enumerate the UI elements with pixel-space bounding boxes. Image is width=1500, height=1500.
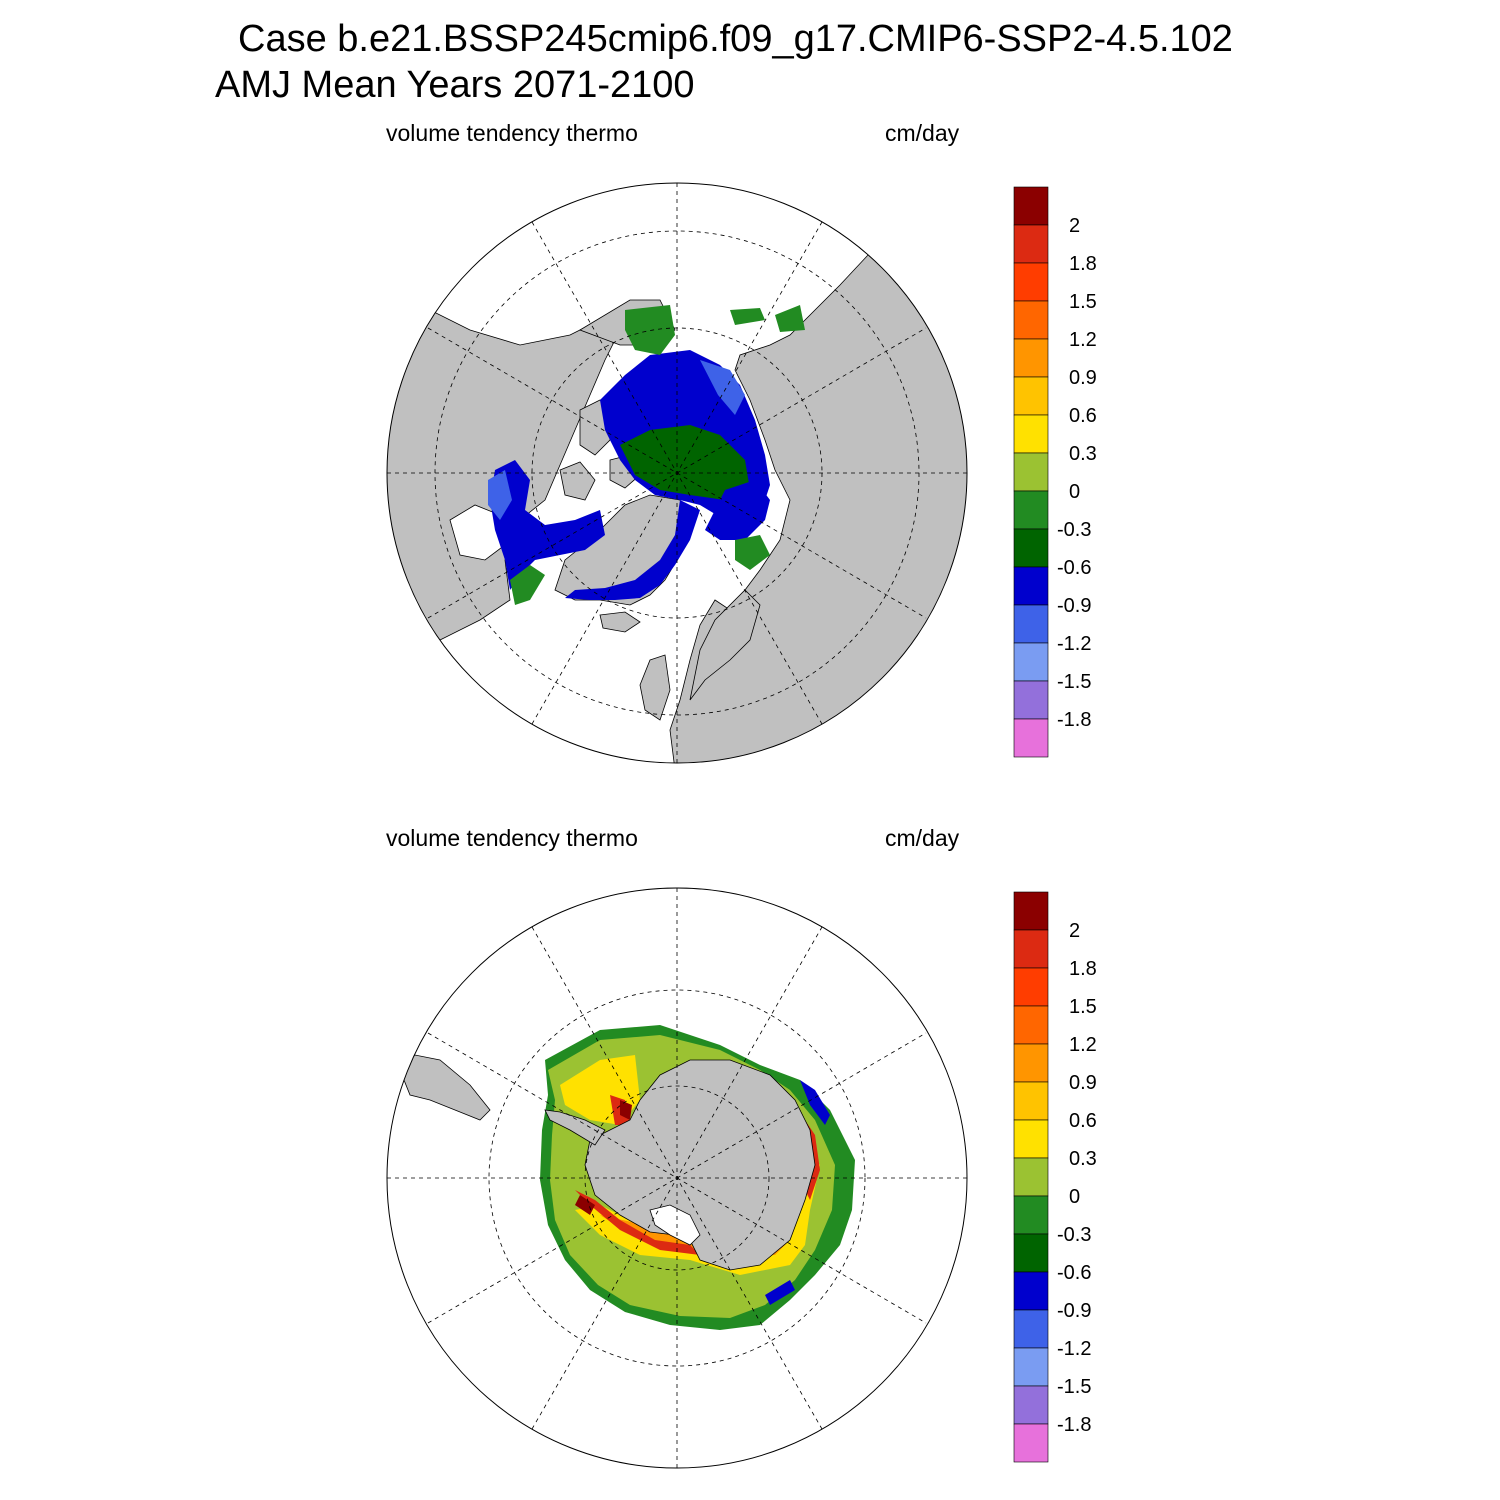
- figure-title: Case b.e21.BSSP245cmip6.f09_g17.CMIP6-SS…: [238, 18, 1233, 60]
- colorbar-south: 2 1.8 1.5 1.2 0.9 0.6 0.3 0 -0.3 -0.6 -0.9 -1.2 -1.5…: [1013, 891, 1097, 1463]
- colorbar-north-swatch-5: [1013, 376, 1049, 416]
- colorbar-south-swatch-7: [1013, 1157, 1049, 1197]
- colorbar-south-swatch-0: [1013, 891, 1049, 931]
- laptev-light-blue: [700, 360, 745, 415]
- colorbar-north-tick-label: 0.6: [1069, 405, 1097, 427]
- colorbar-north-swatch-11: [1013, 604, 1049, 644]
- colorbar-north-tick-label: 1.5: [1069, 291, 1097, 313]
- colorbar-south-swatch-5: [1013, 1081, 1049, 1121]
- colorbar-south-tick-label: 0.9: [1069, 1072, 1097, 1094]
- north-units-label: cm/day: [885, 120, 960, 146]
- antarctic-graticule: [387, 888, 967, 1468]
- colorbar-south-swatch-1: [1013, 929, 1049, 969]
- colorbar-north-swatch-7: [1013, 452, 1049, 492]
- colorbar-north-swatch-0: [1013, 186, 1049, 226]
- colorbar-north-swatch-10: [1013, 566, 1049, 606]
- scandinavia-landmass: [689, 589, 761, 701]
- south-variable-label: volume tendency thermo: [386, 825, 638, 851]
- colorbar-north-tick-label: -0.6: [1057, 557, 1091, 579]
- colorbar-north-tick-label: -0.3: [1057, 519, 1091, 541]
- colorbar-south-swatch-12: [1013, 1347, 1049, 1387]
- colorbar-north-tick-label: 2: [1069, 215, 1080, 237]
- colorbar-north: 2 1.8 1.5 1.2 0.9 0.6 0.3 0 -0.3 -0.6 -0.9 -1.2 -1.5…: [1013, 186, 1097, 758]
- colorbar-north-swatch-3: [1013, 300, 1049, 340]
- colorbar-north-tick-label: -1.2: [1057, 633, 1091, 655]
- north-variable-label: volume tendency thermo: [386, 120, 638, 146]
- baffin-blue: [490, 460, 605, 590]
- colorbar-south-tick-label: -0.6: [1057, 1262, 1091, 1284]
- colorbar-south-tick-label: -0.9: [1057, 1300, 1091, 1322]
- colorbar-north-swatch-2: [1013, 262, 1049, 302]
- colorbar-north-tick-label: -1.5: [1057, 671, 1091, 693]
- ross-ice-shelf: [649, 1204, 701, 1246]
- colorbar-south-tick-label: 1.5: [1069, 996, 1097, 1018]
- colorbar-north-swatch-9: [1013, 528, 1049, 568]
- colorbar-south-tick-label: -0.3: [1057, 1224, 1091, 1246]
- labrador-green: [510, 565, 545, 605]
- baffin-light-blue: [488, 470, 512, 520]
- colorbar-south-swatch-4: [1013, 1043, 1049, 1083]
- colorbar-south-tick-label: -1.8: [1057, 1414, 1091, 1436]
- colorbar-south-tick-label: 1.8: [1069, 958, 1097, 980]
- colorbar-south-tick-label: 2: [1069, 920, 1080, 942]
- antarctic-peninsula: [544, 1109, 606, 1146]
- colorbar-north-swatch-13: [1013, 680, 1049, 720]
- arctic-map-border: [386, 182, 968, 764]
- british-isles-landmass: [639, 654, 671, 721]
- colorbar-north-tick-label: -1.8: [1057, 709, 1091, 731]
- arctic-graticule: [387, 183, 967, 763]
- colorbar-north-tick-label: 0.9: [1069, 367, 1097, 389]
- colorbar-south-swatch-8: [1013, 1195, 1049, 1235]
- siberian-shelf-green: [625, 305, 805, 355]
- greenland-east-blue: [565, 500, 700, 600]
- colorbar-north-tick-label: -0.9: [1057, 595, 1091, 617]
- colorbar-north-swatch-14: [1013, 718, 1049, 758]
- colorbar-south-tick-label: 0: [1069, 1186, 1080, 1208]
- barents-blue: [705, 480, 770, 540]
- colorbar-north-swatch-12: [1013, 642, 1049, 682]
- colorbar-north-tick-label: 1.8: [1069, 253, 1097, 275]
- south-america-landmass: [399, 1054, 491, 1121]
- colorbar-north-swatch-4: [1013, 338, 1049, 378]
- colorbar-south-tick-label: -1.2: [1057, 1338, 1091, 1360]
- figure-subtitle: AMJ Mean Years 2071-2100: [215, 64, 695, 106]
- colorbar-south-swatch-3: [1013, 1005, 1049, 1045]
- colorbar-north-swatch-6: [1013, 414, 1049, 454]
- colorbar-south-tick-label: -1.5: [1057, 1376, 1091, 1398]
- iceland-landmass: [599, 611, 641, 633]
- colorbar-north-tick-label: 0.3: [1069, 443, 1097, 465]
- colorbar-north-tick-label: 1.2: [1069, 329, 1097, 351]
- colorbar-north-tick-label: 0: [1069, 481, 1080, 503]
- colorbar-south-swatch-11: [1013, 1309, 1049, 1349]
- colorbar-south-swatch-14: [1013, 1423, 1049, 1463]
- arctic-central-green: [620, 425, 750, 500]
- colorbar-south-swatch-10: [1013, 1271, 1049, 1311]
- colorbar-south-swatch-13: [1013, 1385, 1049, 1425]
- arctic-map: [387, 183, 967, 763]
- colorbar-south-tick-label: 0.6: [1069, 1110, 1097, 1132]
- colorbar-south-swatch-9: [1013, 1233, 1049, 1273]
- colorbar-south-tick-label: 0.3: [1069, 1148, 1097, 1170]
- antarctic-map-border: [386, 887, 968, 1469]
- barents-green: [735, 535, 770, 570]
- colorbar-south-tick-label: 1.2: [1069, 1034, 1097, 1056]
- colorbar-south-swatch-6: [1013, 1119, 1049, 1159]
- south-units-label: cm/day: [885, 825, 960, 851]
- coast-dark-red: [575, 1100, 632, 1215]
- colorbar-north-swatch-8: [1013, 490, 1049, 530]
- colorbar-south-swatch-2: [1013, 967, 1049, 1007]
- colorbar-north-swatch-1: [1013, 224, 1049, 264]
